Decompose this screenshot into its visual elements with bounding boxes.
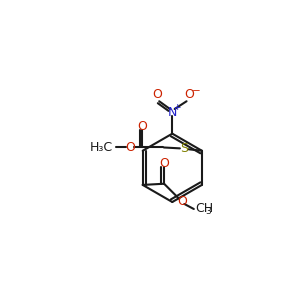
Text: N: N	[168, 106, 177, 119]
Text: O: O	[159, 157, 169, 170]
Text: O: O	[152, 88, 162, 101]
Text: CH: CH	[195, 202, 213, 215]
Text: H₃C: H₃C	[90, 141, 113, 154]
Text: O: O	[125, 141, 135, 154]
Text: O: O	[184, 88, 194, 101]
Text: 3: 3	[205, 207, 211, 216]
Text: O: O	[177, 195, 187, 208]
Text: O: O	[137, 120, 147, 133]
Text: +: +	[173, 103, 180, 112]
Text: −: −	[191, 86, 200, 96]
Text: S: S	[180, 142, 188, 155]
